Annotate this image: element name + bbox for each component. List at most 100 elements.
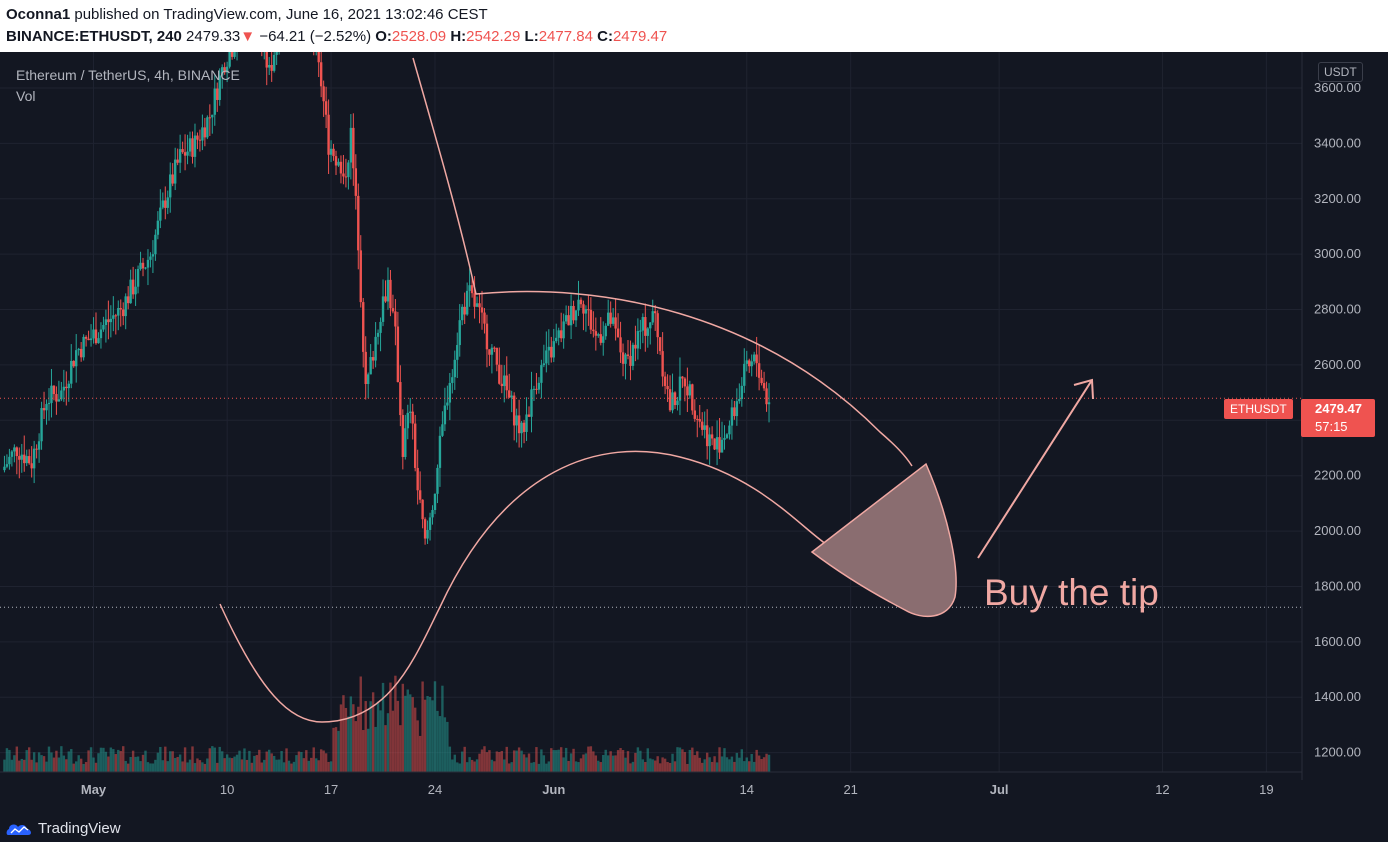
price-tick-label: 3400.00: [1314, 135, 1361, 150]
volume-bar: [619, 748, 622, 772]
candle-body: [37, 441, 41, 450]
candle-body: [45, 404, 48, 411]
candle-body: [599, 334, 602, 343]
volume-bar: [705, 752, 709, 772]
candle-body: [532, 388, 536, 390]
volume-bar: [626, 751, 630, 772]
candle-body: [35, 448, 38, 450]
candle-body: [718, 437, 721, 453]
currency-button[interactable]: USDT: [1318, 62, 1363, 82]
candle-body: [703, 425, 706, 430]
volume-bar: [265, 751, 268, 772]
volume-bar: [57, 757, 61, 772]
volume-bar: [109, 747, 113, 772]
volume-bar: [198, 760, 202, 772]
volume-bar: [364, 701, 367, 772]
candle-body: [322, 86, 325, 102]
candle-body: [530, 389, 533, 417]
volume-bar: [280, 750, 283, 772]
candle-body: [198, 139, 202, 141]
candle-body: [203, 127, 207, 138]
candle-body: [233, 52, 236, 57]
volume-bar: [332, 727, 335, 772]
volume-bar: [698, 757, 701, 772]
candle-body: [201, 127, 204, 141]
volume-bar: [156, 752, 160, 772]
candle-body: [752, 354, 756, 362]
candle-body: [188, 138, 192, 152]
volume-bar: [47, 746, 51, 772]
symbol-price-tag: ETHUSDT: [1224, 399, 1293, 419]
candle-body: [354, 168, 358, 196]
candle-body: [52, 385, 56, 395]
candle-body: [169, 174, 172, 198]
volume-bar: [154, 759, 157, 772]
volume-bar: [564, 747, 568, 772]
volume-bar: [686, 763, 689, 772]
volume-bar: [312, 747, 315, 772]
candle-body: [379, 321, 382, 333]
volume-bar: [478, 753, 481, 772]
candle-body: [555, 337, 558, 342]
volume-bar: [436, 710, 439, 772]
candle-body: [611, 317, 615, 324]
tradingview-logo[interactable]: TradingView: [6, 820, 121, 837]
candle-body: [164, 200, 167, 208]
volume-bar: [696, 751, 699, 772]
candle-body: [480, 307, 484, 313]
volume-bar: [151, 763, 155, 772]
volume-bar: [67, 751, 70, 772]
candle-body: [418, 490, 422, 500]
volume-bar: [431, 700, 434, 772]
price-tick-label: 1600.00: [1314, 634, 1361, 649]
low-label: L:: [524, 28, 539, 45]
tip-shape-drawing: [810, 462, 957, 618]
candle-body: [196, 135, 199, 140]
volume-bar: [386, 713, 390, 772]
candle-body: [139, 262, 142, 270]
candle-body: [220, 67, 224, 76]
candle-body: [448, 382, 452, 403]
candle-body: [542, 363, 546, 366]
volume-bar: [493, 761, 496, 772]
volume-bar: [391, 710, 395, 772]
high-label: H:: [450, 28, 467, 45]
volume-bar: [750, 753, 753, 772]
interval-label: 240: [156, 28, 182, 45]
candle-body: [23, 454, 26, 464]
volume-bar: [733, 761, 736, 772]
candle-body: [173, 159, 177, 184]
volume-bar: [228, 757, 231, 772]
price-levels: [0, 397, 1302, 608]
volume-bar: [35, 762, 38, 772]
candle-body: [181, 149, 184, 153]
volume-bar: [13, 755, 16, 772]
candle-body: [488, 349, 491, 355]
candle-body: [641, 317, 645, 331]
volume-bar: [258, 749, 261, 772]
volume-bar: [114, 754, 117, 772]
candle-body: [701, 421, 704, 430]
volume-bar: [505, 746, 508, 772]
candle-body: [394, 311, 397, 327]
candle-body: [503, 375, 506, 387]
volume-bar: [84, 762, 88, 772]
price-tick-label: 3000.00: [1314, 246, 1361, 261]
volume-bar: [92, 757, 95, 772]
volume-bar: [287, 760, 291, 772]
candle-body: [102, 324, 105, 330]
volume-bar: [508, 763, 511, 772]
volume-bar: [527, 753, 531, 772]
volume-bar: [465, 762, 469, 772]
author-name[interactable]: Oconna1: [6, 6, 71, 23]
chart-grid: [0, 52, 1302, 772]
candle-body: [587, 309, 590, 311]
candle-body: [386, 279, 390, 302]
brand-name: TradingView: [38, 820, 121, 837]
candle-body: [517, 415, 521, 434]
candle-body: [762, 383, 766, 389]
price-chart[interactable]: 1200.00 1400.00 1600.00 1800.00 2000.00 2200.…: [0, 52, 1388, 820]
volume-bar: [169, 751, 172, 772]
candle-body: [208, 117, 212, 119]
candle-body: [537, 382, 541, 390]
